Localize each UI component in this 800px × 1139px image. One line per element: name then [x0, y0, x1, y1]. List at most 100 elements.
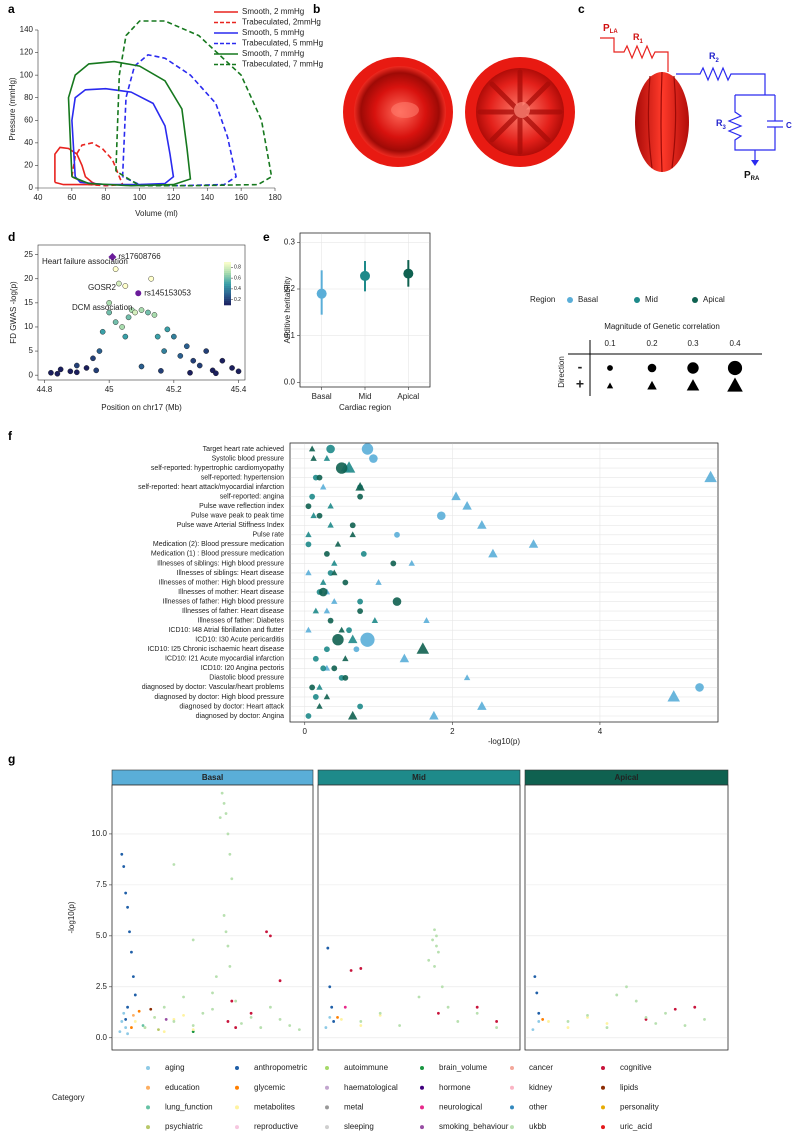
trait-point — [220, 791, 224, 795]
trait-point — [228, 852, 232, 856]
legend-swatch — [235, 1125, 239, 1130]
trait-point — [265, 930, 268, 934]
circuit-label: R2 — [709, 51, 720, 63]
trait-point — [122, 1011, 126, 1015]
y-axis-title: FD GWAS -log(p) — [9, 281, 18, 344]
trait-point — [126, 1005, 129, 1009]
snp-point — [90, 355, 96, 362]
plot-frame — [299, 232, 431, 388]
correlation-point — [360, 632, 375, 647]
snp-point — [96, 348, 103, 354]
size-label: 0.4 — [729, 339, 741, 348]
trait-point — [533, 975, 537, 979]
legend-label: hormone — [439, 1083, 471, 1092]
trait-point — [328, 985, 332, 989]
trait-point — [133, 1020, 137, 1023]
legend-swatch — [601, 1125, 605, 1130]
correlation-point — [488, 548, 498, 558]
trait-point — [437, 1011, 440, 1015]
trait-point — [230, 877, 234, 881]
legend-label: Trabeculated, 7 mmHg — [242, 60, 323, 69]
correlation-point — [305, 569, 312, 576]
y-tick-label: Diastolic blood pressure — [209, 675, 284, 682]
trait-point — [278, 979, 282, 983]
colorbar-label: 0.2 — [234, 297, 241, 303]
correlation-point — [331, 665, 338, 672]
snp-point — [219, 357, 226, 364]
legend-label: Smooth, 2 mmHg — [242, 7, 304, 16]
colorbar-segment — [224, 262, 231, 265]
correlation-point — [357, 703, 364, 710]
trait-point — [222, 801, 226, 805]
y-tick-label: ICD10: I20 Angina pectoris — [201, 665, 285, 672]
trait-point — [234, 1026, 238, 1029]
correlation-point — [436, 511, 446, 521]
snp-point — [119, 324, 125, 330]
annotation: GOSR2 — [88, 283, 117, 292]
trait-point — [201, 1011, 205, 1015]
correlation-point — [312, 655, 319, 662]
legend-label: Apical — [703, 295, 725, 304]
panel-label: g — [8, 752, 15, 766]
correlation-point — [309, 493, 316, 500]
size-label: 0.1 — [604, 339, 616, 348]
trait-point — [330, 1005, 334, 1009]
trait-point — [683, 1024, 687, 1027]
y-axis-title: -log10(p) — [67, 901, 76, 933]
y-tick-label: diagnosed by doctor: Heart attack — [179, 703, 284, 710]
correlation-point — [327, 521, 334, 528]
correlation-point — [477, 701, 487, 710]
correlation-point — [316, 474, 323, 481]
correlation-point — [349, 531, 356, 538]
legend-swatch — [692, 297, 698, 303]
x-tick-label: 45.4 — [231, 385, 247, 394]
legend-swatch — [601, 1105, 605, 1110]
trait-point — [332, 1020, 336, 1023]
trait-point — [417, 995, 421, 999]
y-tick-label: Pulse wave Arterial Stiffness Index — [177, 522, 285, 529]
snp-point — [138, 307, 145, 313]
colorbar-segment — [224, 302, 231, 306]
snp-point — [148, 275, 155, 282]
snp-point — [138, 363, 145, 370]
plot-frame — [524, 784, 729, 1051]
trait-point — [336, 1015, 339, 1019]
colorbar-segment — [224, 268, 231, 271]
colorbar-label: 0.8 — [234, 265, 241, 271]
correlation-point — [316, 512, 323, 519]
x-tick-label: Mid — [359, 392, 372, 401]
facet-title: Apical — [614, 773, 638, 782]
correlation-point — [423, 617, 430, 623]
trait-point — [566, 1026, 570, 1029]
trait-point — [124, 891, 128, 895]
annotation: DCM association — [72, 303, 132, 312]
legend-label: kidney — [529, 1083, 552, 1092]
trait-point — [234, 999, 238, 1003]
trait-point — [605, 1022, 609, 1025]
snp-point — [187, 369, 193, 376]
correlation-point — [408, 559, 415, 566]
x-tick-label: 100 — [133, 193, 147, 202]
y-tick-label: 0.1 — [284, 331, 296, 340]
correlation-point — [347, 634, 358, 644]
trait-point — [605, 1026, 609, 1029]
correlation-point — [308, 445, 316, 452]
pv-loop — [71, 87, 175, 186]
correlation-point — [305, 541, 312, 548]
correlation-point — [318, 587, 328, 597]
trait-point — [297, 1028, 301, 1032]
facet-title: Mid — [412, 773, 426, 782]
trait-point — [673, 1007, 677, 1011]
snp-point — [93, 367, 100, 374]
correlation-point — [332, 634, 344, 646]
trait-point — [211, 991, 214, 995]
correlation-point — [390, 560, 397, 567]
snp-label: rs17608766 — [118, 252, 161, 261]
correlation-point — [399, 653, 410, 663]
legend-label: Trabeculated, 5 mmHg — [242, 39, 323, 48]
y-axis-title: Direction — [557, 356, 566, 388]
y-tick-label: diagnosed by doctor: High blood pressure — [154, 694, 284, 701]
correlation-point — [357, 598, 364, 605]
trait-point — [435, 934, 438, 938]
